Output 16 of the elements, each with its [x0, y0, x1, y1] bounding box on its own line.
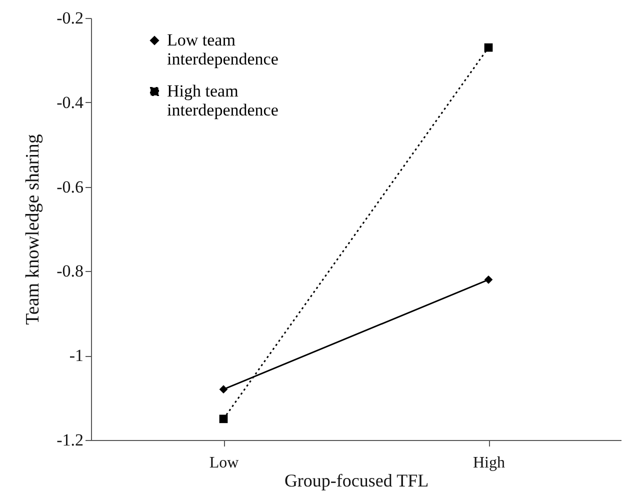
x-tick-label: Low [209, 454, 240, 472]
y-tick-label: -0.4 [56, 92, 84, 112]
y-tick-label: -1.2 [56, 430, 84, 450]
x-axis-title: Group-focused TFL [284, 470, 429, 490]
legend-label: High team interdependence [167, 82, 278, 120]
point [219, 414, 228, 424]
legend-label: Low team interdependence [167, 30, 278, 68]
x-tick-label: High [473, 454, 505, 472]
y-tick-label: -0.2 [56, 8, 84, 28]
y-tick-label: -1 [69, 346, 84, 366]
y-axis-title: Team knowledge sharing [22, 134, 44, 325]
point [219, 385, 228, 394]
y-tick-label: -0.6 [56, 177, 84, 196]
point [484, 275, 493, 284]
y-tick-label: -0.8 [56, 262, 84, 281]
point [484, 43, 493, 52]
